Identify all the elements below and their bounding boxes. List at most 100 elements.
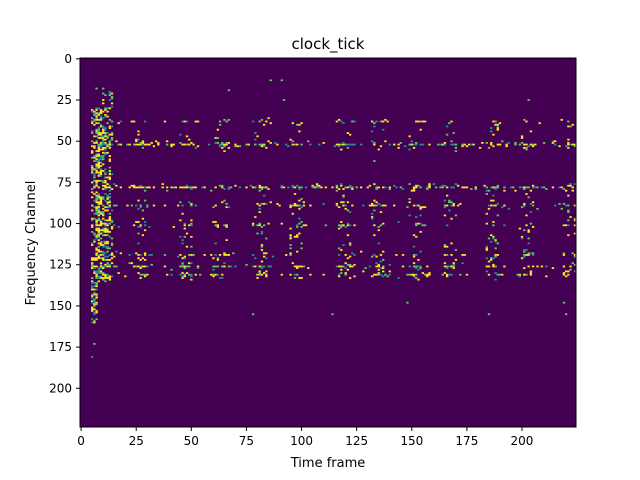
heatmap-cell [188, 265, 191, 268]
heatmap-cell [132, 184, 136, 187]
heatmap-cell [461, 145, 464, 148]
heatmap-cell [514, 142, 517, 144]
heatmap-cell [415, 235, 418, 238]
heatmap-cell [353, 120, 356, 123]
heatmap-cell [97, 277, 100, 279]
heatmap-cell [335, 204, 339, 207]
heatmap-cell [108, 92, 112, 95]
heatmap-cell [490, 257, 493, 260]
heatmap-cell [225, 239, 228, 242]
heatmap-cell [190, 188, 193, 190]
heatmap-cell [143, 275, 147, 278]
heatmap-cell [421, 143, 425, 146]
heatmap-cell [269, 122, 272, 125]
heatmap-cell [110, 125, 114, 128]
heatmap-cell [190, 254, 193, 256]
heatmap-cell [143, 199, 147, 202]
heatmap-cell [179, 133, 182, 136]
x-axis-title: Time frame [290, 456, 366, 471]
heatmap-cell [536, 265, 539, 268]
heatmap-cell [463, 143, 466, 146]
heatmap-cell [423, 224, 427, 227]
heatmap-cell [110, 244, 114, 246]
heatmap-cell [348, 244, 352, 246]
heatmap-cell [183, 255, 186, 258]
heatmap-cell [340, 183, 343, 185]
heatmap-cell [95, 150, 98, 153]
heatmap-cell [212, 273, 215, 276]
heatmap-cell [382, 275, 385, 278]
heatmap-cell [108, 206, 112, 209]
heatmap-cell [91, 117, 94, 120]
heatmap-cell [113, 183, 116, 185]
heatmap-cell [106, 202, 109, 205]
heatmap-cell [97, 254, 100, 256]
heatmap-cell [93, 176, 96, 179]
heatmap-cell [139, 258, 142, 261]
heatmap-cell [370, 217, 374, 220]
heatmap-cell [95, 222, 98, 225]
heatmap-cell [135, 221, 138, 223]
heatmap-cell [99, 244, 103, 246]
heatmap-cell [342, 265, 345, 268]
heatmap-cell [527, 237, 530, 240]
heatmap-cell [485, 247, 488, 250]
x-tick-label: 200 [511, 434, 534, 448]
heatmap-cell [181, 257, 184, 260]
heatmap-cell [448, 122, 451, 125]
heatmap-cell [393, 204, 396, 207]
heatmap-cell [382, 128, 385, 131]
heatmap-cell [216, 258, 220, 261]
heatmap-cell [351, 188, 354, 190]
heatmap-cell [102, 211, 105, 213]
heatmap-cell [163, 120, 167, 123]
heatmap-cell [265, 202, 268, 205]
heatmap-cell [551, 142, 555, 144]
heatmap-cell [102, 229, 105, 232]
heatmap-cell [496, 127, 499, 129]
heatmap-cell [99, 142, 103, 144]
heatmap-cell [344, 143, 347, 146]
heatmap-cell [99, 170, 103, 172]
heatmap-cell [95, 285, 98, 288]
heatmap-cell [97, 137, 100, 139]
heatmap-cell [373, 183, 376, 185]
heatmap-cell [104, 181, 107, 184]
heatmap-cell [135, 265, 138, 268]
heatmap-cell [545, 188, 548, 190]
heatmap-cell [426, 275, 429, 278]
heatmap-cell [108, 247, 112, 250]
heatmap-cell [571, 262, 574, 265]
heatmap-cell [503, 204, 506, 207]
heatmap-cell [179, 265, 182, 268]
heatmap-cell [95, 171, 98, 174]
heatmap-cell [95, 296, 98, 299]
heatmap-cell [388, 188, 391, 190]
heatmap-cell [99, 118, 103, 121]
heatmap-cell [93, 272, 96, 274]
heatmap-cell [192, 254, 195, 256]
heatmap-cell [382, 270, 385, 273]
heatmap-cell [143, 189, 147, 192]
heatmap-cell [417, 204, 420, 207]
x-tick-label: 0 [77, 434, 85, 448]
heatmap-cell [379, 211, 383, 213]
heatmap-cell [293, 204, 297, 207]
heatmap-cell [97, 198, 100, 200]
heatmap-cell [91, 219, 94, 222]
heatmap-cell [311, 184, 314, 187]
heatmap-cell [337, 224, 341, 227]
heatmap-cell [346, 224, 350, 227]
heatmap-cell [99, 168, 103, 171]
heatmap-cell [260, 244, 264, 246]
heatmap-cell [454, 249, 458, 251]
heatmap-cell [492, 145, 495, 148]
heatmap-cell [293, 143, 297, 146]
heatmap-cell [99, 219, 103, 222]
heatmap-cell [229, 186, 233, 189]
heatmap-cell [225, 224, 228, 227]
heatmap-cell [300, 277, 303, 279]
heatmap-cell [110, 173, 114, 176]
heatmap-cell [531, 184, 535, 187]
heatmap-cell [445, 186, 449, 189]
